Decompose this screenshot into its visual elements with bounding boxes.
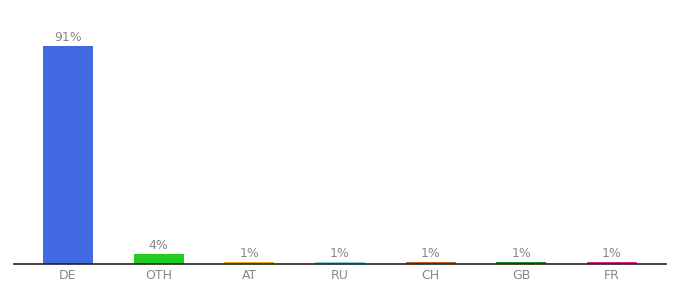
Bar [224, 262, 274, 264]
Bar [43, 46, 93, 264]
Bar [496, 262, 546, 264]
Text: 1%: 1% [421, 247, 441, 260]
Text: 1%: 1% [602, 247, 622, 260]
Bar [587, 262, 637, 264]
Text: 4%: 4% [149, 239, 169, 253]
Text: 1%: 1% [330, 247, 350, 260]
Text: 1%: 1% [239, 247, 259, 260]
Text: 91%: 91% [54, 31, 82, 44]
Bar [315, 262, 365, 264]
Text: 1%: 1% [511, 247, 531, 260]
Bar [406, 262, 456, 264]
Bar [134, 254, 184, 264]
